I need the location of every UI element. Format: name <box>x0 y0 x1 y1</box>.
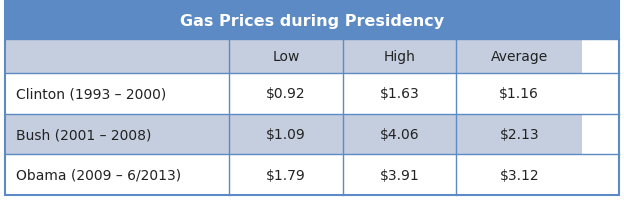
Bar <box>343 155 456 195</box>
Text: $4.06: $4.06 <box>379 127 419 141</box>
Bar <box>343 114 456 155</box>
Bar <box>229 114 343 155</box>
Text: $1.63: $1.63 <box>379 87 419 101</box>
Bar <box>456 74 582 114</box>
Text: Gas Prices during Presidency: Gas Prices during Presidency <box>180 14 444 29</box>
Bar <box>229 74 343 114</box>
Bar <box>5 40 229 74</box>
Bar <box>456 114 582 155</box>
Text: $3.12: $3.12 <box>499 168 539 182</box>
Text: $3.91: $3.91 <box>379 168 419 182</box>
Text: Low: Low <box>272 50 300 64</box>
Bar <box>229 40 343 74</box>
Text: Bush (2001 – 2008): Bush (2001 – 2008) <box>16 127 152 141</box>
Text: $0.92: $0.92 <box>266 87 306 101</box>
Text: $1.79: $1.79 <box>266 168 306 182</box>
Text: Average: Average <box>490 50 548 64</box>
Text: High: High <box>384 50 416 64</box>
Text: Clinton (1993 – 2000): Clinton (1993 – 2000) <box>16 87 167 101</box>
Text: Obama (2009 – 6/2013): Obama (2009 – 6/2013) <box>16 168 182 182</box>
Text: $2.13: $2.13 <box>499 127 539 141</box>
Bar <box>5 155 229 195</box>
Bar <box>343 40 456 74</box>
Text: $1.09: $1.09 <box>266 127 306 141</box>
Bar <box>343 74 456 114</box>
Bar <box>456 155 582 195</box>
Bar <box>229 155 343 195</box>
Bar <box>5 114 229 155</box>
Bar <box>5 2 619 40</box>
Bar <box>456 40 582 74</box>
Bar <box>5 74 229 114</box>
Text: $1.16: $1.16 <box>499 87 539 101</box>
